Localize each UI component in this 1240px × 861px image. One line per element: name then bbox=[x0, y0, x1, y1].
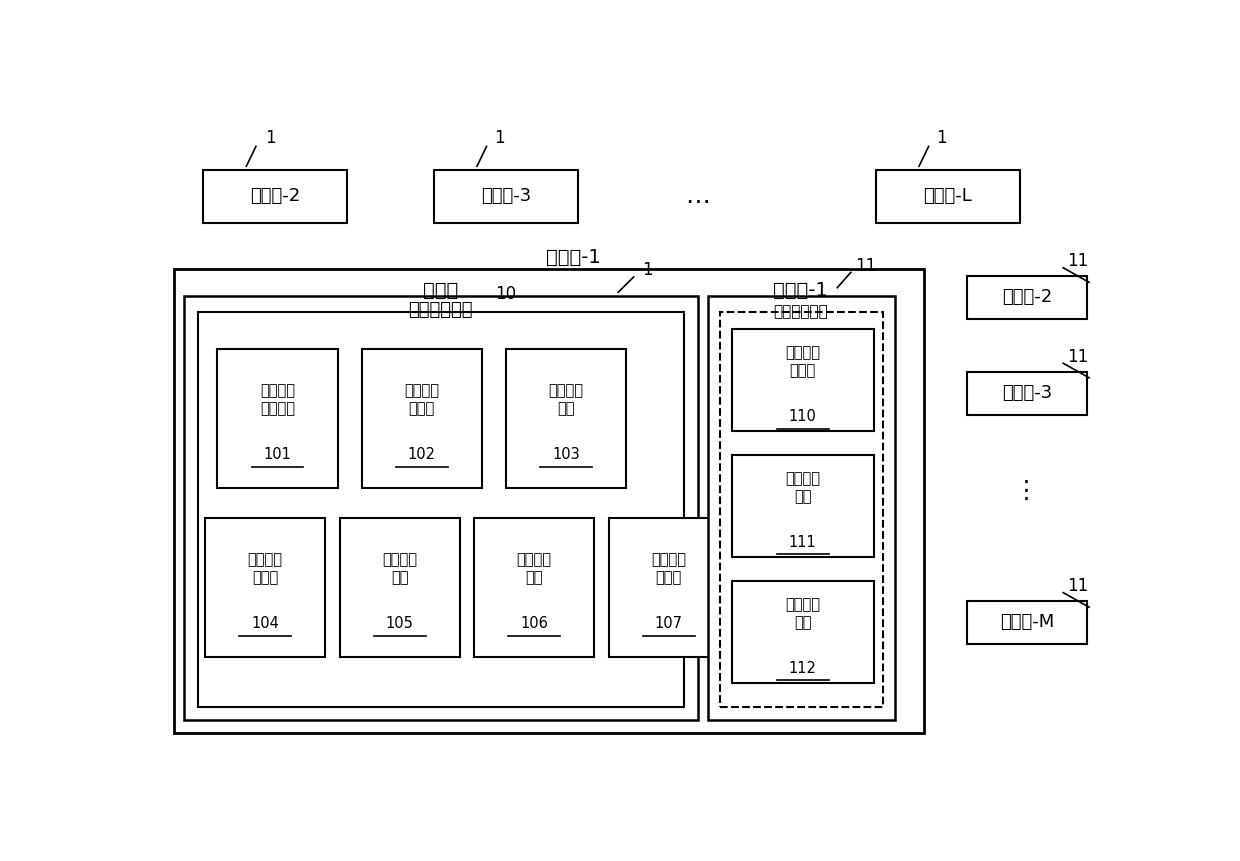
Bar bbox=[967, 601, 1087, 644]
Text: 数据存储
模块: 数据存储 模块 bbox=[785, 471, 820, 504]
Text: 副节点-M: 副节点-M bbox=[999, 613, 1054, 631]
Text: 节点群合
并模块: 节点群合 并模块 bbox=[404, 383, 439, 416]
Text: 112: 112 bbox=[789, 661, 817, 676]
Bar bbox=[967, 276, 1087, 319]
Text: 可信执行环境: 可信执行环境 bbox=[408, 301, 472, 319]
Text: 身份验证
模块: 身份验证 模块 bbox=[785, 598, 820, 629]
Text: 1: 1 bbox=[642, 262, 652, 279]
Bar bbox=[732, 455, 874, 557]
Text: 1: 1 bbox=[936, 129, 946, 146]
Bar bbox=[217, 349, 337, 488]
Bar bbox=[362, 349, 481, 488]
Text: 节点群-1: 节点群-1 bbox=[546, 248, 600, 267]
Text: 1: 1 bbox=[265, 129, 275, 146]
Text: 数据容错
模块: 数据容错 模块 bbox=[382, 553, 417, 585]
Text: ⋮: ⋮ bbox=[1014, 480, 1039, 503]
Bar bbox=[732, 580, 874, 684]
Text: 节点群分
裂模块: 节点群分 裂模块 bbox=[651, 553, 686, 585]
Text: 元数据管
理模块: 元数据管 理模块 bbox=[248, 553, 283, 585]
Text: 1: 1 bbox=[494, 129, 505, 146]
Text: 副节点-2: 副节点-2 bbox=[1002, 288, 1053, 307]
Text: 可信执行环境: 可信执行环境 bbox=[774, 305, 828, 319]
Bar bbox=[875, 170, 1021, 223]
Bar bbox=[203, 170, 347, 223]
Text: 主节点恢
复模块: 主节点恢 复模块 bbox=[785, 345, 820, 378]
Text: 102: 102 bbox=[408, 447, 435, 462]
Text: 主节点: 主节点 bbox=[423, 281, 458, 300]
Text: 副节点-3: 副节点-3 bbox=[1002, 384, 1053, 402]
Text: 11: 11 bbox=[1066, 577, 1089, 595]
Text: 10: 10 bbox=[495, 285, 516, 303]
Bar bbox=[732, 329, 874, 431]
Bar bbox=[205, 517, 325, 657]
Bar bbox=[184, 295, 698, 720]
Bar bbox=[506, 349, 626, 488]
Text: 110: 110 bbox=[789, 409, 817, 424]
Text: …: … bbox=[686, 184, 711, 208]
Text: 103: 103 bbox=[552, 447, 580, 462]
Text: 111: 111 bbox=[789, 535, 817, 550]
Bar bbox=[340, 517, 460, 657]
Text: 身份验证
模块: 身份验证 模块 bbox=[517, 553, 552, 585]
Bar bbox=[474, 517, 594, 657]
Bar bbox=[708, 295, 895, 720]
Text: 107: 107 bbox=[655, 616, 683, 631]
Bar bbox=[434, 170, 578, 223]
Bar bbox=[174, 269, 924, 734]
Text: 节点群-L: 节点群-L bbox=[924, 187, 972, 205]
Text: 11: 11 bbox=[856, 257, 877, 275]
Text: 副节点-1: 副节点-1 bbox=[774, 281, 828, 300]
Bar bbox=[198, 313, 683, 707]
Text: 105: 105 bbox=[386, 616, 413, 631]
Text: 101: 101 bbox=[264, 447, 291, 462]
Text: 11: 11 bbox=[1066, 348, 1089, 366]
Bar bbox=[609, 517, 729, 657]
Text: 11: 11 bbox=[1066, 252, 1089, 270]
Text: 数据定位
模块: 数据定位 模块 bbox=[548, 383, 583, 416]
Text: 节点群-2: 节点群-2 bbox=[250, 187, 300, 205]
Bar bbox=[720, 313, 883, 707]
Bar bbox=[967, 372, 1087, 415]
Text: 备用节点
管理模块: 备用节点 管理模块 bbox=[260, 383, 295, 416]
Text: 节点群-3: 节点群-3 bbox=[481, 187, 531, 205]
Text: 106: 106 bbox=[520, 616, 548, 631]
Text: 104: 104 bbox=[250, 616, 279, 631]
